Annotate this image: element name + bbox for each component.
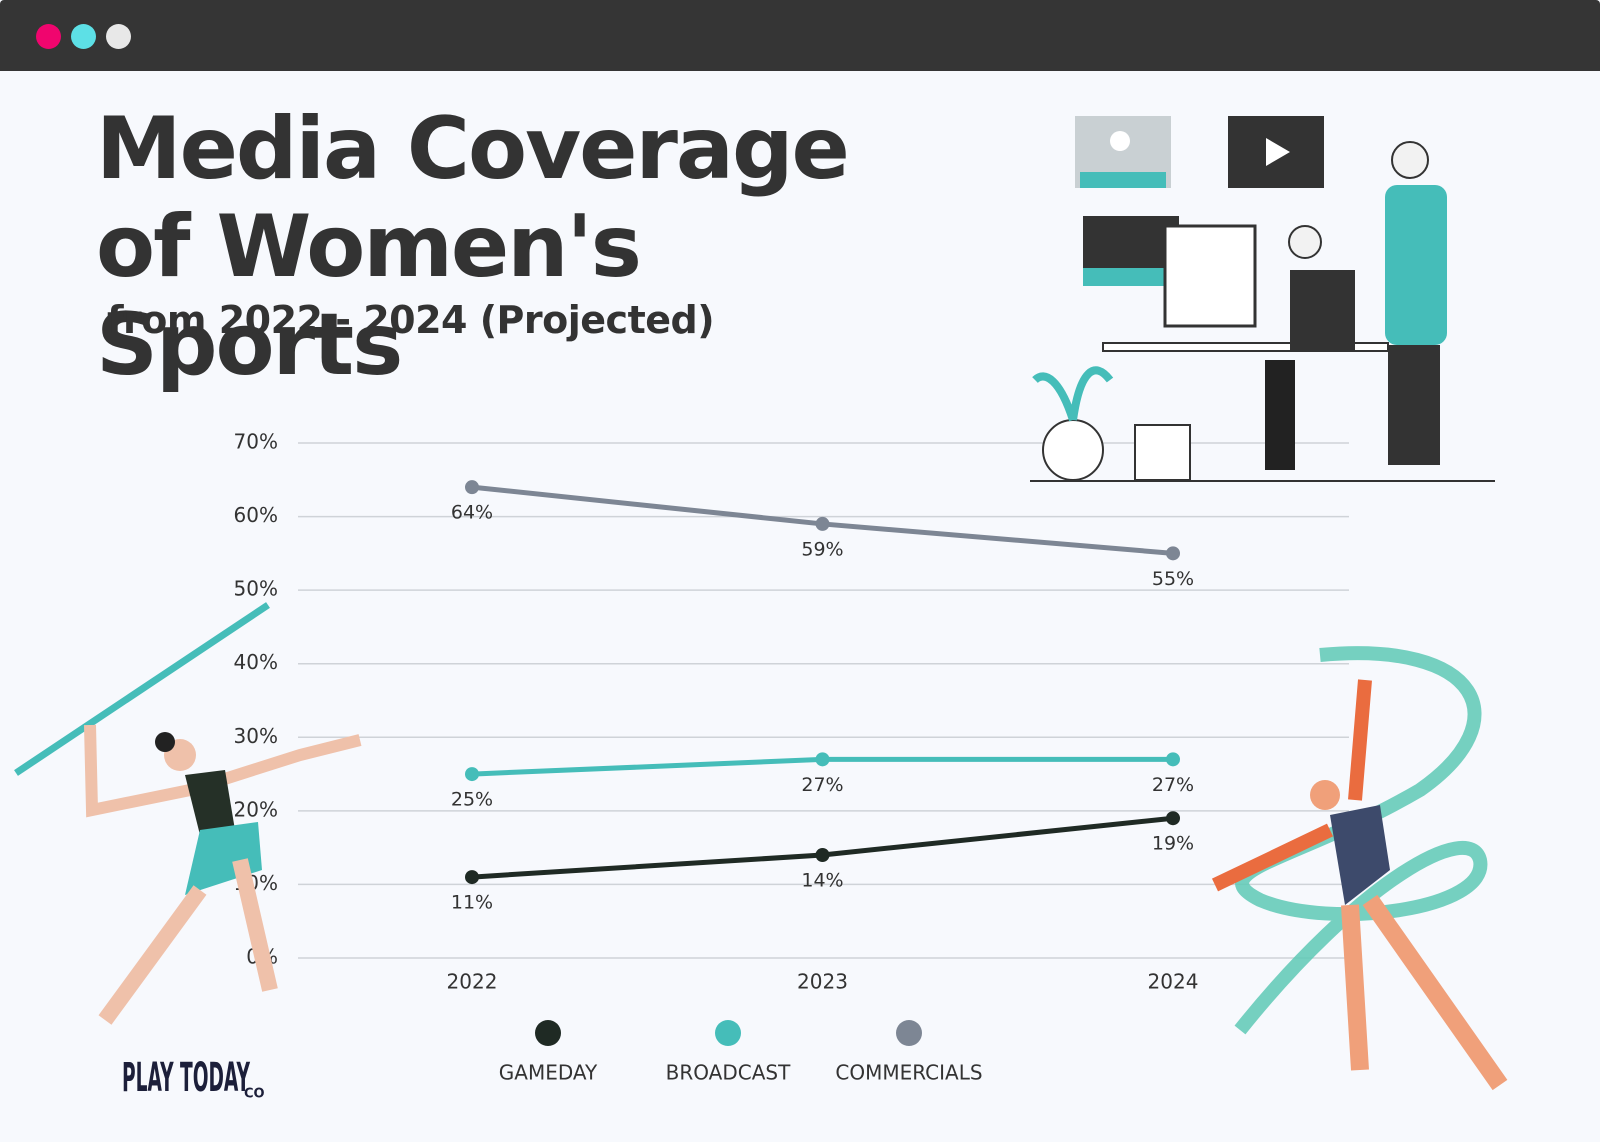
play-icon (1266, 138, 1290, 166)
logo: PLAY TODAY (122, 1055, 250, 1101)
y-tick-label: 60% (234, 503, 278, 527)
data-point (1166, 546, 1180, 561)
head (1310, 780, 1340, 810)
woman (1385, 185, 1447, 345)
torso (185, 770, 235, 835)
ribbon (1234, 646, 1488, 1035)
window-bar (0, 0, 1600, 71)
legend-marker (896, 1020, 922, 1046)
skirt (185, 822, 262, 895)
gymnast-illustration (1211, 646, 1508, 1091)
data-label: 14% (801, 870, 843, 892)
legend-label: BROADCAST (666, 1061, 791, 1085)
legend-label: GAMEDAY (499, 1061, 598, 1085)
data-label: 64% (451, 502, 493, 524)
plant (1032, 366, 1114, 422)
data-point (815, 848, 830, 862)
leotard (1330, 805, 1390, 905)
data-point (465, 767, 479, 782)
chart-subtitle: from 2022 - 2024 (Projected) (107, 298, 715, 342)
series-line (471, 815, 1174, 880)
data-label: 55% (1152, 568, 1194, 590)
y-tick-label: 70% (234, 430, 278, 454)
photo-card (1080, 172, 1166, 188)
woman-head (1391, 141, 1429, 179)
data-point (465, 480, 479, 495)
plot: 0%10%20%30%40%50%60%70%2022 2023 202411%14… (234, 430, 1349, 1085)
legend-marker (715, 1020, 741, 1046)
chart-title: Media Coverage of Women's Sports (96, 99, 850, 395)
data-point (1166, 811, 1180, 826)
data-label: 25% (451, 789, 493, 811)
window-dot (71, 24, 96, 49)
window-dot (36, 24, 61, 49)
legend-marker (535, 1020, 561, 1046)
hair (155, 732, 175, 752)
sun (1110, 131, 1130, 151)
data-point (815, 516, 830, 531)
person-legs (1265, 360, 1295, 470)
logo-sub: CO (244, 1087, 265, 1102)
data-label: 11% (451, 892, 493, 914)
planter (1134, 424, 1191, 481)
y-tick-label: 50% (234, 577, 278, 601)
monitor (1163, 224, 1257, 328)
x-tick-label: 2023 (797, 970, 848, 994)
data-label: 27% (801, 774, 843, 796)
woman-legs (1388, 345, 1440, 465)
legend-label: COMMERCIALS (835, 1061, 982, 1085)
x-tick-label: 2024 (1148, 970, 1199, 994)
legs (1341, 894, 1508, 1091)
night-card (1083, 268, 1179, 286)
arms (1211, 679, 1372, 892)
data-label: 59% (801, 538, 843, 560)
x-tick-label: 2022 (447, 970, 498, 994)
y-tick-label: 20% (234, 797, 278, 821)
y-tick-label: 30% (234, 724, 278, 748)
person-head (1288, 225, 1322, 259)
data-label: 19% (1152, 833, 1194, 855)
data-point (465, 870, 479, 885)
vase (1042, 419, 1104, 481)
data-label: 27% (1152, 774, 1194, 796)
y-tick-label: 40% (234, 650, 278, 674)
data-point (1166, 752, 1180, 767)
data-point (815, 752, 830, 767)
legs (98, 858, 278, 1025)
javelin (14, 602, 270, 776)
window-dot (106, 24, 131, 49)
office-illustration (1030, 116, 1495, 482)
person (1290, 270, 1355, 350)
javelin-illustration (14, 602, 362, 1025)
